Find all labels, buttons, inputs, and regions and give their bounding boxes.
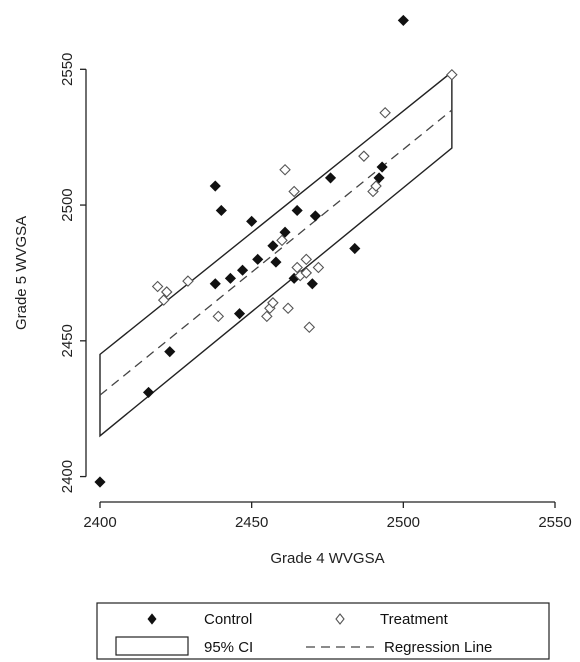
control-point: [215, 204, 227, 217]
control-point: [142, 386, 155, 398]
legend-control-label: Control: [204, 611, 252, 628]
control-point: [209, 180, 221, 192]
axes: [85, 69, 555, 503]
treatment-point: [212, 310, 225, 323]
x-axis-title: Grade 4 WVGSA: [270, 550, 384, 567]
legend-regression-label: Regression Line: [384, 639, 492, 656]
treatment-point: [300, 253, 313, 266]
x-tick-label: 2400: [83, 514, 116, 531]
legend-treatment-label: Treatment: [380, 611, 449, 628]
y-axis-ticks: 2400 2450 2500 2550: [59, 53, 86, 493]
x-axis-ticks: 2400 2450 2500 2550: [83, 502, 572, 531]
data-points: [94, 14, 458, 488]
y-tick-label: 2500: [59, 188, 76, 221]
treatment-point: [303, 321, 316, 334]
control-point: [267, 240, 279, 252]
treatment-point: [261, 310, 273, 323]
control-point: [291, 204, 303, 217]
y-tick-label: 2450: [59, 324, 76, 357]
control-point: [164, 346, 176, 358]
control-point: [209, 278, 221, 290]
legend-treatment-marker: [335, 613, 345, 625]
treatment-point: [379, 106, 391, 119]
control-point: [373, 172, 385, 184]
control-point: [306, 278, 318, 290]
treatment-point: [279, 163, 291, 176]
treatment-point: [182, 275, 194, 287]
confidence-interval-band: [99, 70, 453, 438]
control-point: [397, 14, 409, 26]
control-point: [376, 161, 388, 173]
treatment-point: [300, 267, 313, 279]
legend-ci-label: 95% CI: [204, 639, 253, 656]
control-point: [94, 476, 106, 488]
control-point: [252, 253, 264, 265]
control-point: [246, 215, 258, 227]
legend: Control Treatment 95% CI Regression Line: [96, 602, 550, 660]
y-axis-title: Grade 5 WVGSA: [13, 216, 30, 330]
regression-line: [99, 109, 453, 396]
control-point: [237, 264, 249, 276]
control-point: [309, 210, 321, 222]
treatment-point: [312, 261, 325, 274]
y-tick-label: 2550: [59, 53, 76, 86]
y-tick-label: 2400: [59, 460, 76, 493]
control-point: [233, 308, 246, 320]
treatment-point: [370, 180, 382, 192]
treatment-point: [157, 294, 170, 306]
treatment-point: [291, 261, 303, 274]
treatment-point: [276, 234, 288, 247]
treatment-point: [446, 68, 458, 81]
treatment-point: [288, 185, 300, 198]
x-tick-label: 2550: [538, 514, 571, 531]
control-point: [324, 172, 337, 184]
control-point: [224, 272, 236, 284]
treatment-point: [282, 302, 294, 315]
control-point: [270, 256, 282, 268]
treatment-point: [358, 150, 370, 162]
legend-ci-swatch: [115, 636, 189, 656]
control-point: [349, 242, 361, 255]
control-point: [279, 226, 291, 238]
x-tick-label: 2450: [235, 514, 268, 531]
x-tick-label: 2500: [387, 514, 420, 531]
treatment-point: [160, 286, 173, 298]
treatment-point: [151, 280, 164, 293]
legend-control-marker: [147, 613, 157, 625]
treatment-point: [267, 297, 279, 309]
